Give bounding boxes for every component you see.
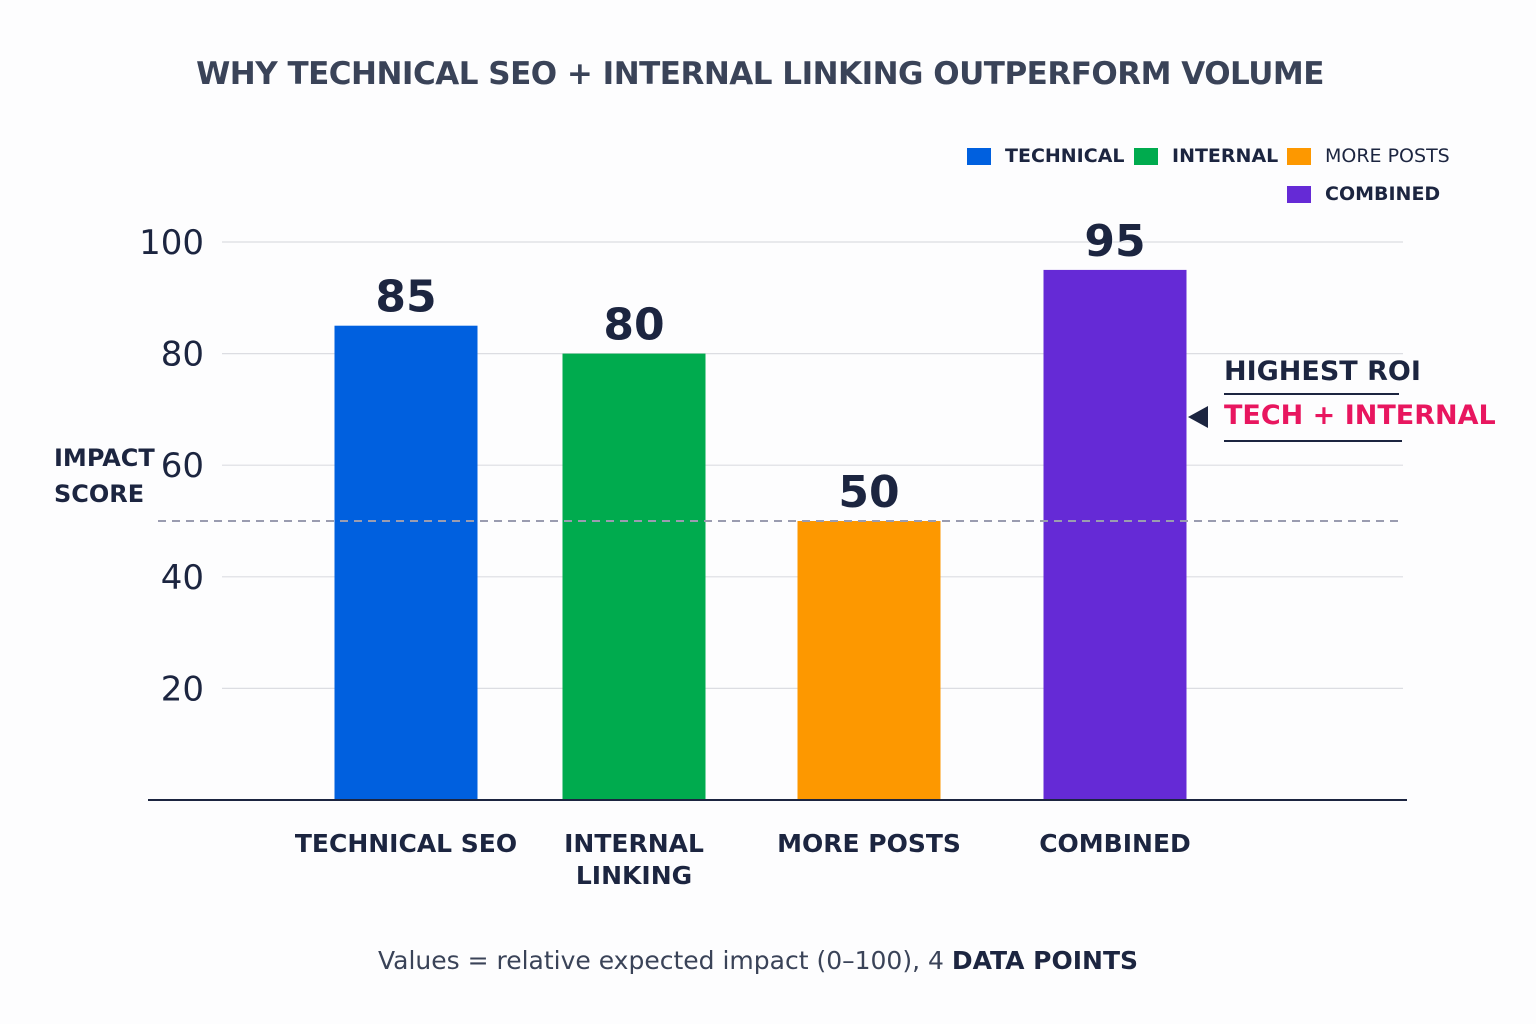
legend-swatch [1287,185,1311,203]
bar-technical-seo [334,325,478,800]
bar-combined [1043,269,1187,800]
y-tick-label: 80 [161,335,204,375]
legend-item-technical: TECHNICAL [967,145,1125,167]
legend-swatch [1287,147,1311,165]
legend-item-combined: COMBINED [1287,183,1440,205]
y-tick-label: 40 [161,558,204,598]
footnote: Values = relative expected impact (0–100… [0,946,1516,975]
legend-label: MORE POSTS [1325,145,1450,167]
annotation-tech-internal: TECH + INTERNAL [1224,400,1496,431]
legend-label: COMBINED [1325,183,1441,205]
annotation-underline [1224,393,1399,395]
y-tick-label: 20 [161,669,204,709]
x-tick-label: TECHNICAL SEO [295,829,517,858]
arrow-left-icon [1188,406,1208,428]
footnote-text: Values = relative expected impact (0–100… [377,946,952,975]
chart-title: WHY TECHNICAL SEO + INTERNAL LINKING OUT… [196,56,1324,92]
data-label: 95 [1084,216,1145,267]
data-label: 80 [603,300,664,351]
legend-swatch [1134,147,1158,165]
y-tick-label: 100 [139,223,204,263]
y-axis-label: IMPACT SCORE [54,444,155,508]
legend-label: INTERNAL [1172,145,1279,167]
x-tick-label: LINKING [576,861,692,890]
legend-item-more-posts: MORE POSTS [1287,145,1450,167]
annotation-highest-roi: HIGHEST ROI [1224,356,1421,387]
data-label: 85 [375,272,436,323]
bar-more-posts [797,521,941,800]
x-tick-label: INTERNAL [564,829,704,858]
x-tick-label: COMBINED [1039,829,1191,858]
legend-swatch [967,147,991,165]
legend-item-internal: INTERNAL [1134,145,1278,167]
footnote-bold: DATA POINTS [951,946,1139,975]
annotation-underline [1224,440,1402,442]
data-label: 50 [838,467,899,518]
legend-label: TECHNICAL [1005,145,1125,167]
bar-internal-linking [562,353,706,800]
y-tick-label: 60 [161,446,204,486]
x-tick-label: MORE POSTS [777,829,961,858]
